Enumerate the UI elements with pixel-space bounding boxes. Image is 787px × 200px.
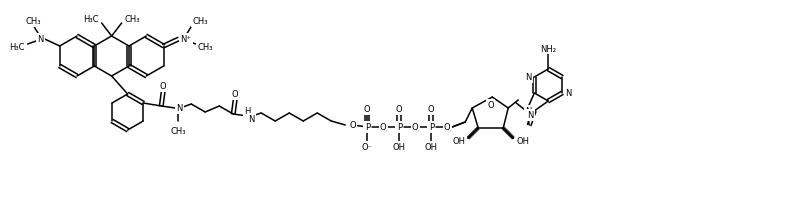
Text: N: N [37,35,44,44]
Text: O: O [428,105,434,114]
Text: O: O [380,123,386,132]
Text: OH: OH [516,137,529,146]
Text: O: O [396,105,402,114]
Text: N: N [525,73,531,82]
Text: O: O [488,100,494,109]
Text: NH₂: NH₂ [540,44,556,53]
Text: H₃C: H₃C [83,14,98,23]
Text: O: O [232,90,238,99]
Text: CH₃: CH₃ [171,126,186,135]
Text: P: P [429,123,434,132]
Text: P: P [397,123,402,132]
Text: O: O [444,123,450,132]
Text: OH: OH [393,143,406,152]
Text: O: O [160,82,167,91]
Text: N: N [565,89,571,98]
Text: OH: OH [453,137,465,146]
Text: N: N [248,115,255,124]
Text: N: N [525,107,531,116]
Text: O: O [364,105,371,114]
Text: P: P [364,123,370,132]
Text: OH: OH [425,143,438,152]
Text: O: O [412,123,419,132]
Text: H: H [244,107,250,116]
Text: CH₃: CH₃ [26,17,42,26]
Text: N: N [176,104,183,113]
Text: CH₃: CH₃ [198,43,213,52]
Text: H₃C: H₃C [9,43,24,52]
Text: O⁻: O⁻ [362,143,373,152]
Text: N⁺: N⁺ [180,35,191,44]
Text: N: N [527,111,534,120]
Text: CH₃: CH₃ [193,17,208,26]
Text: O: O [349,121,356,130]
Text: CH₃: CH₃ [124,14,140,23]
